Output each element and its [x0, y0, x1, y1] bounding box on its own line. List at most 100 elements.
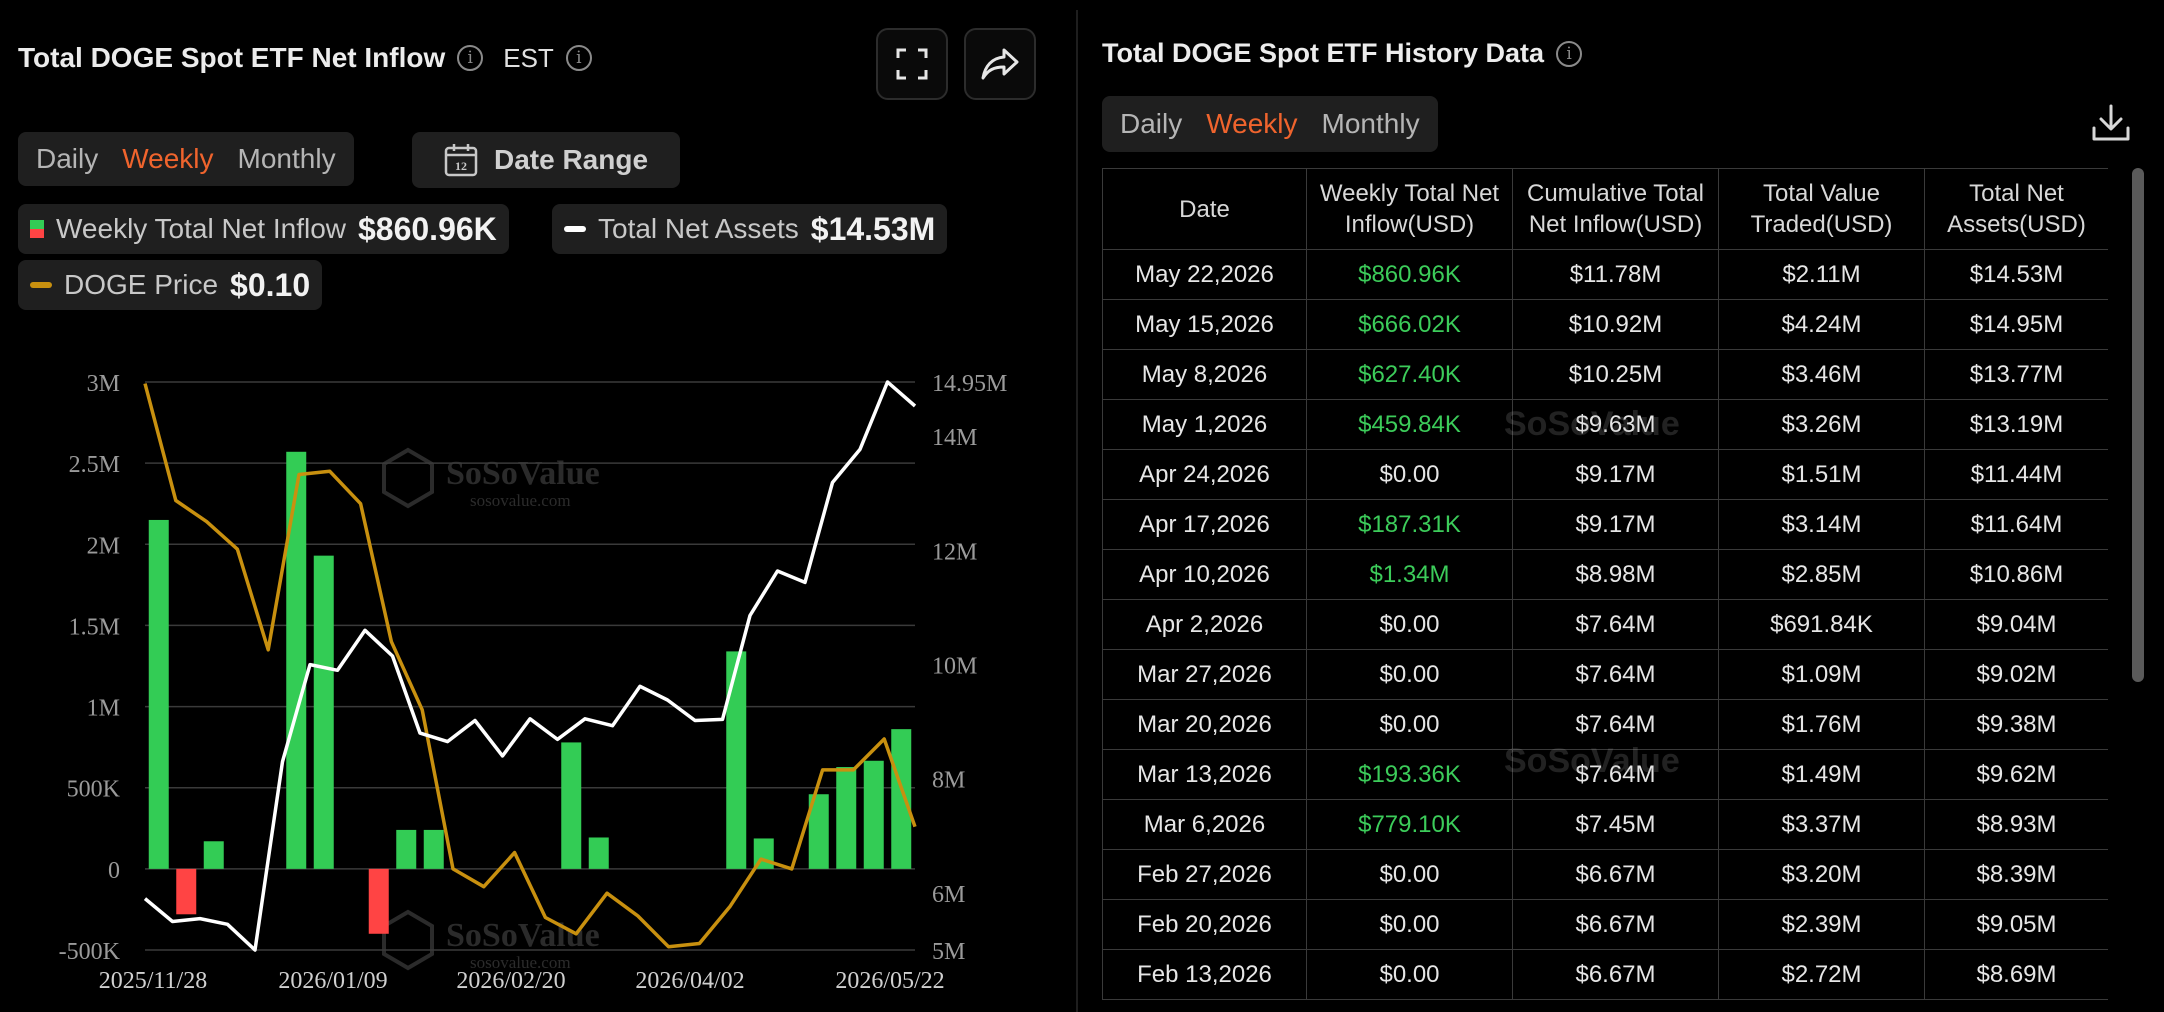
- cell-value-traded: $1.51M: [1718, 449, 1925, 500]
- inflow-legend-icon: [30, 220, 44, 238]
- watermark-logo-icon: [382, 447, 434, 509]
- history-tab-monthly[interactable]: Monthly: [1321, 108, 1420, 139]
- y-left-tick-label: -500K: [59, 939, 121, 965]
- cell-date: Mar 27,2026: [1102, 649, 1307, 700]
- info-icon[interactable]: i: [457, 45, 484, 71]
- cell-weekly-inflow: $779.10K: [1306, 799, 1513, 850]
- cell-weekly-inflow: $627.40K: [1306, 349, 1513, 400]
- watermark-subtext: sosovalue.com: [470, 953, 571, 972]
- history-panel: Total DOGE Spot ETF History Data i Daily…: [1078, 0, 2164, 1012]
- y-left-tick-label: 1.5M: [69, 614, 120, 640]
- table-scrollbar[interactable]: [2132, 168, 2144, 682]
- table-row[interactable]: May 15,2026 $666.02K $10.92M $4.24M $14.95M: [1102, 299, 2108, 350]
- table-row[interactable]: Feb 13,2026 $0.00 $6.67M $2.72M $8.69M: [1102, 949, 2108, 1000]
- cell-date: Mar 13,2026: [1102, 749, 1307, 800]
- cell-value-traded: $2.72M: [1718, 949, 1925, 1000]
- cell-weekly-inflow: $0.00: [1306, 849, 1513, 900]
- cell-net-assets: $9.62M: [1924, 749, 2108, 800]
- price-line: [143, 383, 917, 949]
- inflow-bar: [396, 829, 417, 869]
- cell-value-traded: $3.46M: [1718, 349, 1925, 400]
- x-tick-label: 2026/04/02: [635, 968, 744, 994]
- price-legend-icon: [30, 282, 52, 288]
- cell-value-traded: $3.14M: [1718, 499, 1925, 550]
- y-right-tick-label: 12M: [932, 539, 977, 565]
- history-period-tabs: Daily Weekly Monthly: [1102, 96, 1438, 152]
- history-table-wrap[interactable]: Date Weekly Total Net Inflow(USD) Cumula…: [1102, 168, 2108, 1012]
- table-row[interactable]: Feb 20,2026 $0.00 $6.67M $2.39M $9.05M: [1102, 899, 2108, 950]
- calendar-icon: 12: [444, 144, 478, 177]
- cell-net-assets: $14.53M: [1924, 249, 2108, 300]
- cell-cumulative-inflow: $9.63M: [1512, 399, 1719, 450]
- col-date[interactable]: Date: [1102, 168, 1307, 250]
- cell-net-assets: $9.38M: [1924, 699, 2108, 750]
- history-info-icon[interactable]: i: [1556, 40, 1583, 67]
- inflow-bar: [863, 760, 884, 869]
- col-cumulative-inflow[interactable]: Cumulative Total Net Inflow(USD): [1512, 168, 1719, 250]
- expand-icon: [896, 48, 928, 80]
- tab-monthly[interactable]: Monthly: [237, 143, 336, 174]
- share-button[interactable]: [964, 28, 1036, 100]
- cell-date: May 22,2026: [1102, 249, 1307, 300]
- cell-value-traded: $3.26M: [1718, 399, 1925, 450]
- cell-date: Mar 6,2026: [1102, 799, 1307, 850]
- cell-cumulative-inflow: $7.64M: [1512, 749, 1719, 800]
- cell-weekly-inflow: $187.31K: [1306, 499, 1513, 550]
- table-row[interactable]: Apr 24,2026 $0.00 $9.17M $1.51M $11.44M: [1102, 449, 2108, 500]
- table-row[interactable]: May 22,2026 $860.96K $11.78M $2.11M $14.53M: [1102, 249, 2108, 300]
- x-tick-label: 2026/01/09: [278, 968, 387, 994]
- col-weekly-inflow[interactable]: Weekly Total Net Inflow(USD): [1306, 168, 1513, 250]
- table-row[interactable]: Apr 17,2026 $187.31K $9.17M $3.14M $11.64M: [1102, 499, 2108, 550]
- table-header-row: Date Weekly Total Net Inflow(USD) Cumula…: [1102, 168, 2108, 250]
- legend-price-value: $0.10: [230, 266, 311, 303]
- watermark-text: SoSoValue: [446, 455, 600, 492]
- share-icon: [981, 48, 1019, 80]
- download-icon[interactable]: [2090, 102, 2132, 144]
- tab-daily[interactable]: Daily: [36, 143, 99, 174]
- date-range-label: Date Range: [493, 144, 649, 175]
- col-value-traded[interactable]: Total Value Traded(USD): [1718, 168, 1925, 250]
- table-row[interactable]: Feb 27,2026 $0.00 $6.67M $3.20M $8.39M: [1102, 849, 2108, 900]
- legend-inflow[interactable]: Weekly Total Net Inflow $860.96K: [18, 204, 509, 254]
- expand-button[interactable]: [876, 28, 948, 100]
- table-row[interactable]: May 1,2026 $459.84K $9.63M $3.26M $13.19M: [1102, 399, 2108, 450]
- table-row[interactable]: Apr 2,2026 $0.00 $7.64M $691.84K $9.04M: [1102, 599, 2108, 650]
- col-net-assets[interactable]: Total Net Assets(USD): [1924, 168, 2108, 250]
- inflow-period-tabs: Daily Weekly Monthly: [18, 132, 354, 186]
- legend-price[interactable]: DOGE Price $0.10: [18, 260, 323, 310]
- history-tab-daily[interactable]: Daily: [1120, 108, 1183, 139]
- history-table: Date Weekly Total Net Inflow(USD) Cumula…: [1102, 168, 2108, 1000]
- cell-value-traded: $3.20M: [1718, 849, 1925, 900]
- cell-net-assets: $11.64M: [1924, 499, 2108, 550]
- table-row[interactable]: Mar 13,2026 $193.36K $7.64M $1.49M $9.62M: [1102, 749, 2108, 800]
- cell-net-assets: $9.05M: [1924, 899, 2108, 950]
- table-row[interactable]: Mar 6,2026 $779.10K $7.45M $3.37M $8.93M: [1102, 799, 2108, 850]
- tab-weekly[interactable]: Weekly: [122, 143, 214, 174]
- timezone-info-icon[interactable]: i: [565, 45, 592, 71]
- table-row[interactable]: Mar 20,2026 $0.00 $7.64M $1.76M $9.38M: [1102, 699, 2108, 750]
- inflow-bar: [588, 837, 609, 869]
- history-tab-weekly[interactable]: Weekly: [1206, 108, 1298, 139]
- inflow-chart: SoSoValuesosovalue.comSoSoValuesosovalue…: [59, 371, 1008, 994]
- table-row[interactable]: May 8,2026 $627.40K $10.25M $3.46M $13.77M: [1102, 349, 2108, 400]
- table-row[interactable]: Apr 10,2026 $1.34M $8.98M $2.85M $10.86M: [1102, 549, 2108, 600]
- cell-date: Feb 27,2026: [1102, 849, 1307, 900]
- history-title: Total DOGE Spot ETF History Data: [1102, 38, 1545, 68]
- y-left-tick-label: 2M: [87, 533, 120, 559]
- cell-cumulative-inflow: $7.45M: [1512, 799, 1719, 850]
- inflow-bar: [423, 829, 444, 869]
- cell-weekly-inflow: $193.36K: [1306, 749, 1513, 800]
- cell-net-assets: $10.86M: [1924, 549, 2108, 600]
- cell-net-assets: $13.19M: [1924, 399, 2108, 450]
- legend-assets[interactable]: Total Net Assets $14.53M: [552, 204, 948, 254]
- x-tick-label: 2026/05/22: [835, 968, 944, 994]
- y-left-tick-label: 3M: [87, 371, 120, 397]
- y-right-tick-label: 10M: [932, 654, 977, 680]
- y-right-tick-label: 5M: [932, 939, 965, 965]
- assets-legend-icon: [564, 226, 586, 232]
- date-range-button[interactable]: 12 Date Range: [412, 132, 680, 188]
- table-row[interactable]: Mar 27,2026 $0.00 $7.64M $1.09M $9.02M: [1102, 649, 2108, 700]
- y-left-tick-label: 1M: [87, 696, 120, 722]
- cell-weekly-inflow: $0.00: [1306, 949, 1513, 1000]
